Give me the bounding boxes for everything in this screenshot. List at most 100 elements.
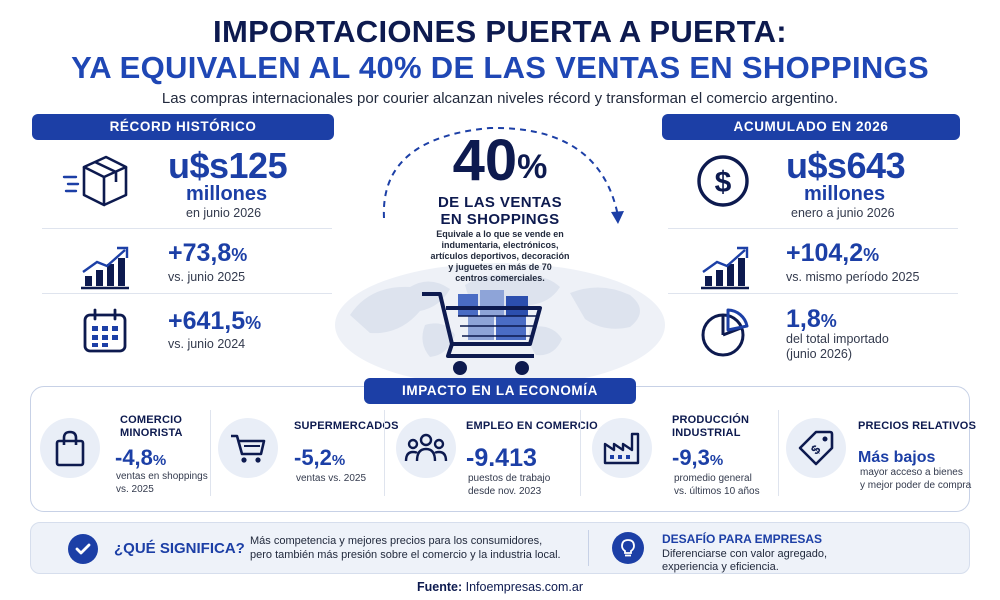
impact-desc-line: promedio general (674, 473, 752, 484)
impact-desc-line: ventas en shoppings (116, 471, 208, 482)
share-caption: del total importado (junio 2026) (786, 332, 889, 362)
impact-number: -5,2 (294, 445, 332, 470)
record-caption: en junio 2026 (186, 206, 262, 220)
shopping-cart-icon (218, 418, 278, 478)
challenge-line: experiencia y eficiencia. (662, 561, 779, 573)
accumulated-caption: enero a junio 2026 (791, 206, 895, 220)
desc-line: centros comerciales. (455, 273, 545, 283)
impact-desc-supermarkets: ventas vs. 2025 (296, 473, 367, 484)
impact-title-line: INDUSTRIAL (672, 427, 741, 439)
price-tag-icon: $ (786, 418, 846, 478)
impact-title-supermarkets: SUPERMERCADOS (294, 420, 399, 432)
people-group-icon (396, 418, 456, 478)
divider (384, 410, 385, 496)
impact-desc-line: y mejor poder de compra (860, 480, 972, 491)
growth-number: +73,8 (168, 239, 232, 267)
challenge-line: Diferenciarse con valor agregado, (662, 548, 828, 560)
factory-icon (592, 418, 652, 478)
meaning-line: pero también más presión sobre el comerc… (250, 549, 561, 561)
source-footer: Fuente: Infoempresas.com.ar (0, 580, 1000, 594)
percent-unit: % (820, 311, 837, 331)
meaning-title: ¿QUÉ SIGNIFICA? (114, 540, 245, 557)
divider (580, 410, 581, 496)
impact-value-prices: Más bajos (858, 449, 936, 466)
page-subtitle: Las compras internacionales por courier … (161, 90, 839, 107)
center-caption-line1: DE LAS VENTAS (437, 194, 563, 211)
percent-unit: % (517, 148, 548, 186)
divider (42, 293, 332, 294)
growth-chart-icon (690, 232, 760, 302)
divider (778, 410, 779, 496)
dollar-coin-icon: $ (688, 146, 758, 216)
accumulated-value: u$s643 (786, 145, 906, 186)
impact-title-line: PRODUCCIÓN (672, 414, 750, 426)
share-caption-line1: del total importado (786, 332, 889, 346)
growth-chart-icon (70, 232, 140, 302)
percent-unit: % (331, 452, 346, 469)
section-header-impact: IMPACTO EN LA ECONOMÍA (364, 378, 636, 404)
growth-value-2025: +73,8% (168, 240, 247, 268)
impact-desc-retail: ventas en shoppings vs. 2025 (116, 470, 208, 496)
divider (668, 228, 958, 229)
impact-desc-industry: promedio general vs. últimos 10 años (674, 472, 760, 498)
accumulated-unit: millones (804, 183, 886, 205)
check-icon (68, 534, 98, 564)
impact-desc-line: vs. últimos 10 años (674, 486, 760, 497)
package-box-icon (62, 146, 132, 216)
impact-title-retail: COMERCIO MINORISTA (120, 414, 183, 440)
growth-caption-2025: vs. junio 2025 (168, 270, 246, 284)
share-value: 1,8% (786, 306, 837, 334)
source-link[interactable]: Infoempresas.com.ar (465, 580, 584, 594)
impact-desc-line: mayor acceso a bienes (860, 467, 963, 478)
impact-desc-line: puestos de trabajo (468, 473, 551, 484)
divider (42, 228, 332, 229)
accumulated-growth-caption: vs. mismo período 2025 (786, 270, 920, 284)
share-number: 1,8 (786, 305, 821, 333)
svg-text:$: $ (808, 441, 824, 457)
divider (588, 530, 589, 566)
growth-caption-2024: vs. junio 2024 (168, 337, 246, 351)
record-value: u$s125 (168, 145, 288, 186)
desc-line: y juguetes en más de 70 (448, 262, 552, 272)
desc-line: artículos deportivos, decoración (430, 251, 570, 261)
divider (668, 293, 958, 294)
center-number: 40 (452, 128, 518, 193)
svg-text:$: $ (715, 166, 732, 199)
impact-title-line: MINORISTA (120, 427, 183, 439)
page-title-line1: IMPORTACIONES PUERTA A PUERTA: (213, 14, 787, 49)
page-title-line2: YA EQUIVALEN AL 40% DE LAS VENTAS EN SHO… (71, 50, 929, 85)
impact-desc-employment: puestos de trabajo desde nov. 2023 (468, 472, 550, 498)
meaning-line: Más competencia y mejores precios para l… (250, 535, 543, 547)
impact-desc-line: vs. 2025 (116, 484, 154, 495)
challenge-text: Diferenciarse con valor agregado, experi… (662, 548, 827, 574)
shopping-cart-illustration-icon (422, 290, 542, 375)
growth-number: +104,2 (786, 239, 864, 267)
challenge-title: DESAFÍO PARA EMPRESAS (662, 532, 823, 546)
dashed-arc-arrow (382, 126, 624, 224)
impact-title-employment: EMPLEO EN COMERCIO (466, 420, 598, 432)
growth-number: +641,5 (168, 307, 246, 335)
section-header-accumulated: ACUMULADO EN 2026 (662, 114, 960, 140)
impact-value-employment: -9.413 (466, 444, 537, 472)
impact-title-industry: PRODUCCIÓN INDUSTRIAL (672, 414, 749, 440)
accumulated-growth-value: +104,2% (786, 240, 879, 268)
section-header-record: RÉCORD HISTÓRICO (32, 114, 334, 140)
impact-value-industry: -9,3% (672, 446, 723, 473)
divider (210, 410, 211, 496)
impact-desc-line: desde nov. 2023 (468, 486, 542, 497)
shopping-bag-icon (40, 418, 100, 478)
percent-unit: % (863, 245, 880, 265)
calendar-icon (70, 296, 140, 366)
desc-line: indumentaria, electrónicos, (441, 240, 559, 250)
percent-unit: % (231, 245, 248, 265)
center-description: Equivale a lo que se vende en indumentar… (406, 229, 594, 284)
meaning-panel (30, 522, 970, 574)
impact-number: -4,8 (115, 445, 153, 470)
center-caption-line2: EN SHOPPINGS (440, 211, 560, 228)
source-label: Fuente: (416, 580, 463, 594)
lightbulb-icon (612, 532, 644, 564)
impact-number: -9,3 (672, 445, 710, 470)
impact-title-prices: PRECIOS RELATIVOS (858, 420, 977, 432)
center-percentage: 40% (360, 132, 640, 190)
meaning-text: Más competencia y mejores precios para l… (250, 534, 561, 562)
